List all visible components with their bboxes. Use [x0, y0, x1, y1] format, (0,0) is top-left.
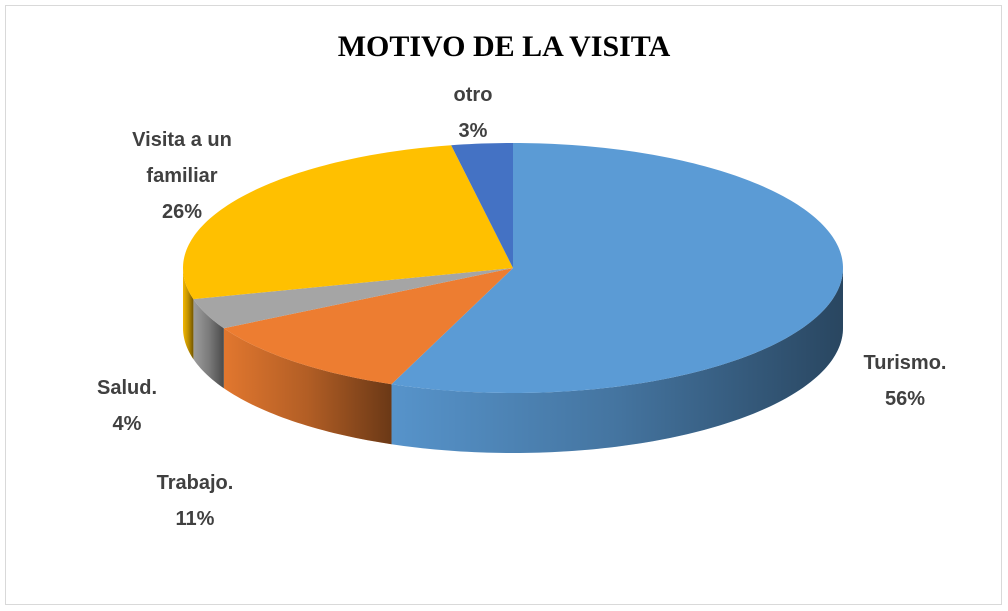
slice — [223, 268, 513, 385]
slice-side-shade — [391, 268, 843, 453]
slice — [391, 143, 843, 393]
slice-side-shade — [223, 328, 392, 445]
category-label: Trabajo. — [156, 472, 234, 494]
chart-title: MOTIVO DE LA VISITA — [337, 30, 671, 63]
value-label: 3% — [458, 120, 488, 142]
slice-side-shade — [193, 299, 224, 389]
data-label: otro 3% — [388, 77, 558, 149]
slice — [451, 143, 513, 268]
category-label: Salud. — [96, 377, 157, 399]
category-label: Turismo. — [863, 352, 947, 374]
value-label: 4% — [112, 413, 142, 435]
data-label: Turismo. 56% — [820, 345, 990, 417]
category-label: otro — [453, 84, 493, 106]
value-label: 56% — [884, 388, 926, 410]
slice — [193, 268, 513, 329]
category-label: Visita a un familiar — [132, 129, 232, 187]
value-label: 11% — [175, 508, 215, 530]
data-label: Visita a un familiar 26% — [107, 122, 257, 230]
slice — [183, 145, 513, 300]
slice-side-shade — [183, 268, 194, 360]
data-label: Salud. 4% — [42, 370, 212, 442]
value-label: 26% — [161, 201, 203, 223]
data-label: Trabajo. 11% — [110, 465, 280, 537]
